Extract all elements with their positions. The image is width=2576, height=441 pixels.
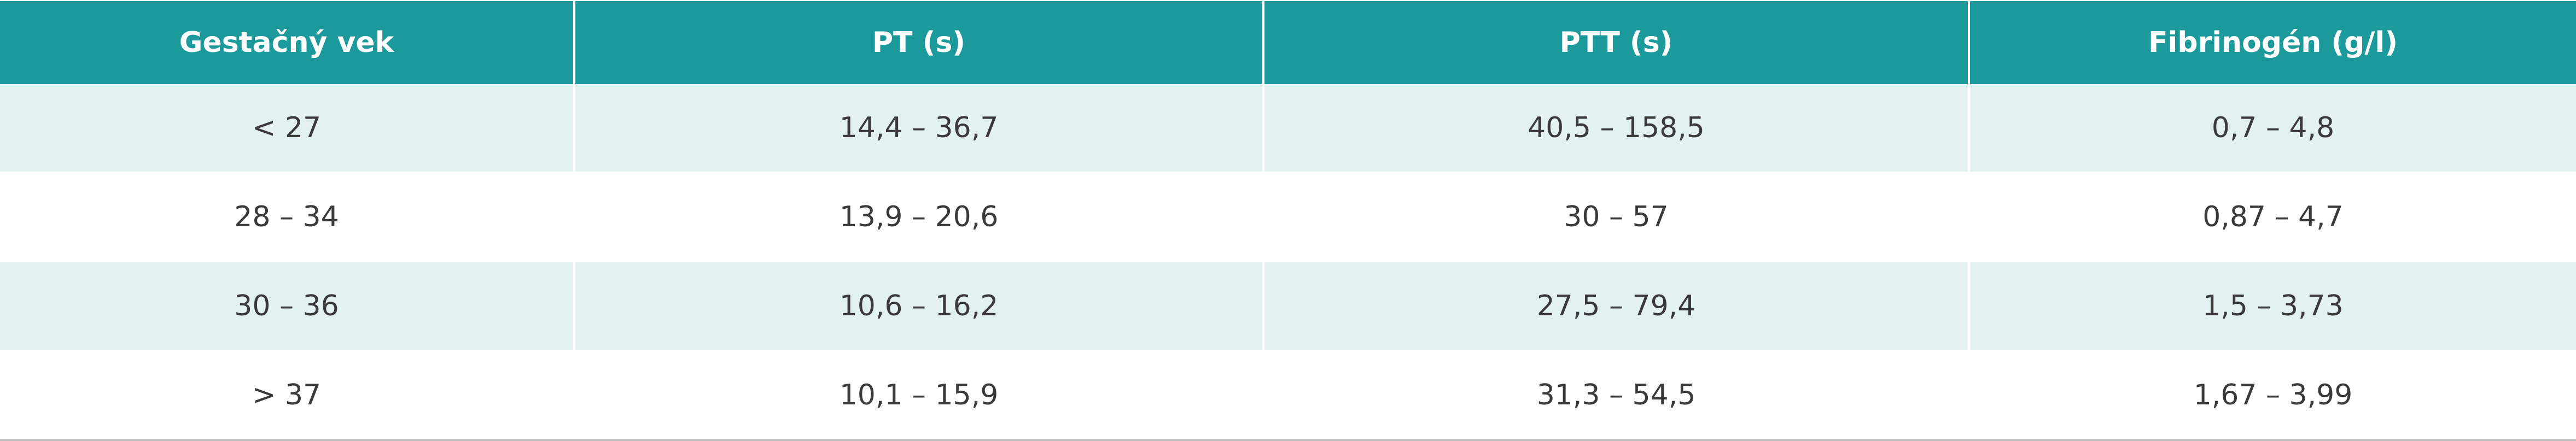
table-header: Gestačný vek PT (s) PTT (s) Fibrinogén (g/l… [0,1,2576,84]
table-row: < 27 14,4 – 36,7 40,5 – 158,5 0,7 – 4,8 [0,84,2576,173]
header-row: Gestačný vek PT (s) PTT (s) Fibrinogén (g/l… [0,1,2576,84]
table-cell: 28 – 34 [0,172,574,262]
table-row: 28 – 34 13,9 – 20,6 30 – 57 0,87 – 4,7 [0,172,2576,262]
header-cell: PT (s) [573,1,1263,84]
header-cell: Gestačný vek [0,1,574,84]
table-cell: 14,4 – 36,7 [573,84,1263,173]
table-cell: 31,3 – 54,5 [1262,350,1969,441]
table-cell: 0,87 – 4,7 [1968,172,2576,262]
table-cell: 40,5 – 158,5 [1262,84,1969,173]
table-row: 30 – 36 10,6 – 16,2 27,5 – 79,4 1,5 – 3,73 [0,261,2576,351]
table-cell: > 37 [0,350,574,441]
table-cell: 30 – 36 [0,261,574,351]
table-cell: 30 – 57 [1262,172,1969,262]
table-body: < 27 14,4 – 36,7 40,5 – 158,5 0,7 – 4,8 28 –… [0,84,2576,441]
table-cell: 1,5 – 3,73 [1968,261,2576,351]
table-cell: 10,1 – 15,9 [573,350,1263,441]
header-cell: PTT (s) [1262,1,1969,84]
table-cell: < 27 [0,84,574,173]
header-cell: Fibrinogén (g/l) [1968,1,2576,84]
table-cell: 1,67 – 3,99 [1968,350,2576,441]
table-row: > 37 10,1 – 15,9 31,3 – 54,5 1,67 – 3,99 [0,350,2576,441]
table-cell: 0,7 – 4,8 [1968,84,2576,173]
table-cell: 13,9 – 20,6 [573,172,1263,262]
table-cell: 27,5 – 79,4 [1262,261,1969,351]
table-cell: 10,6 – 16,2 [573,261,1263,351]
